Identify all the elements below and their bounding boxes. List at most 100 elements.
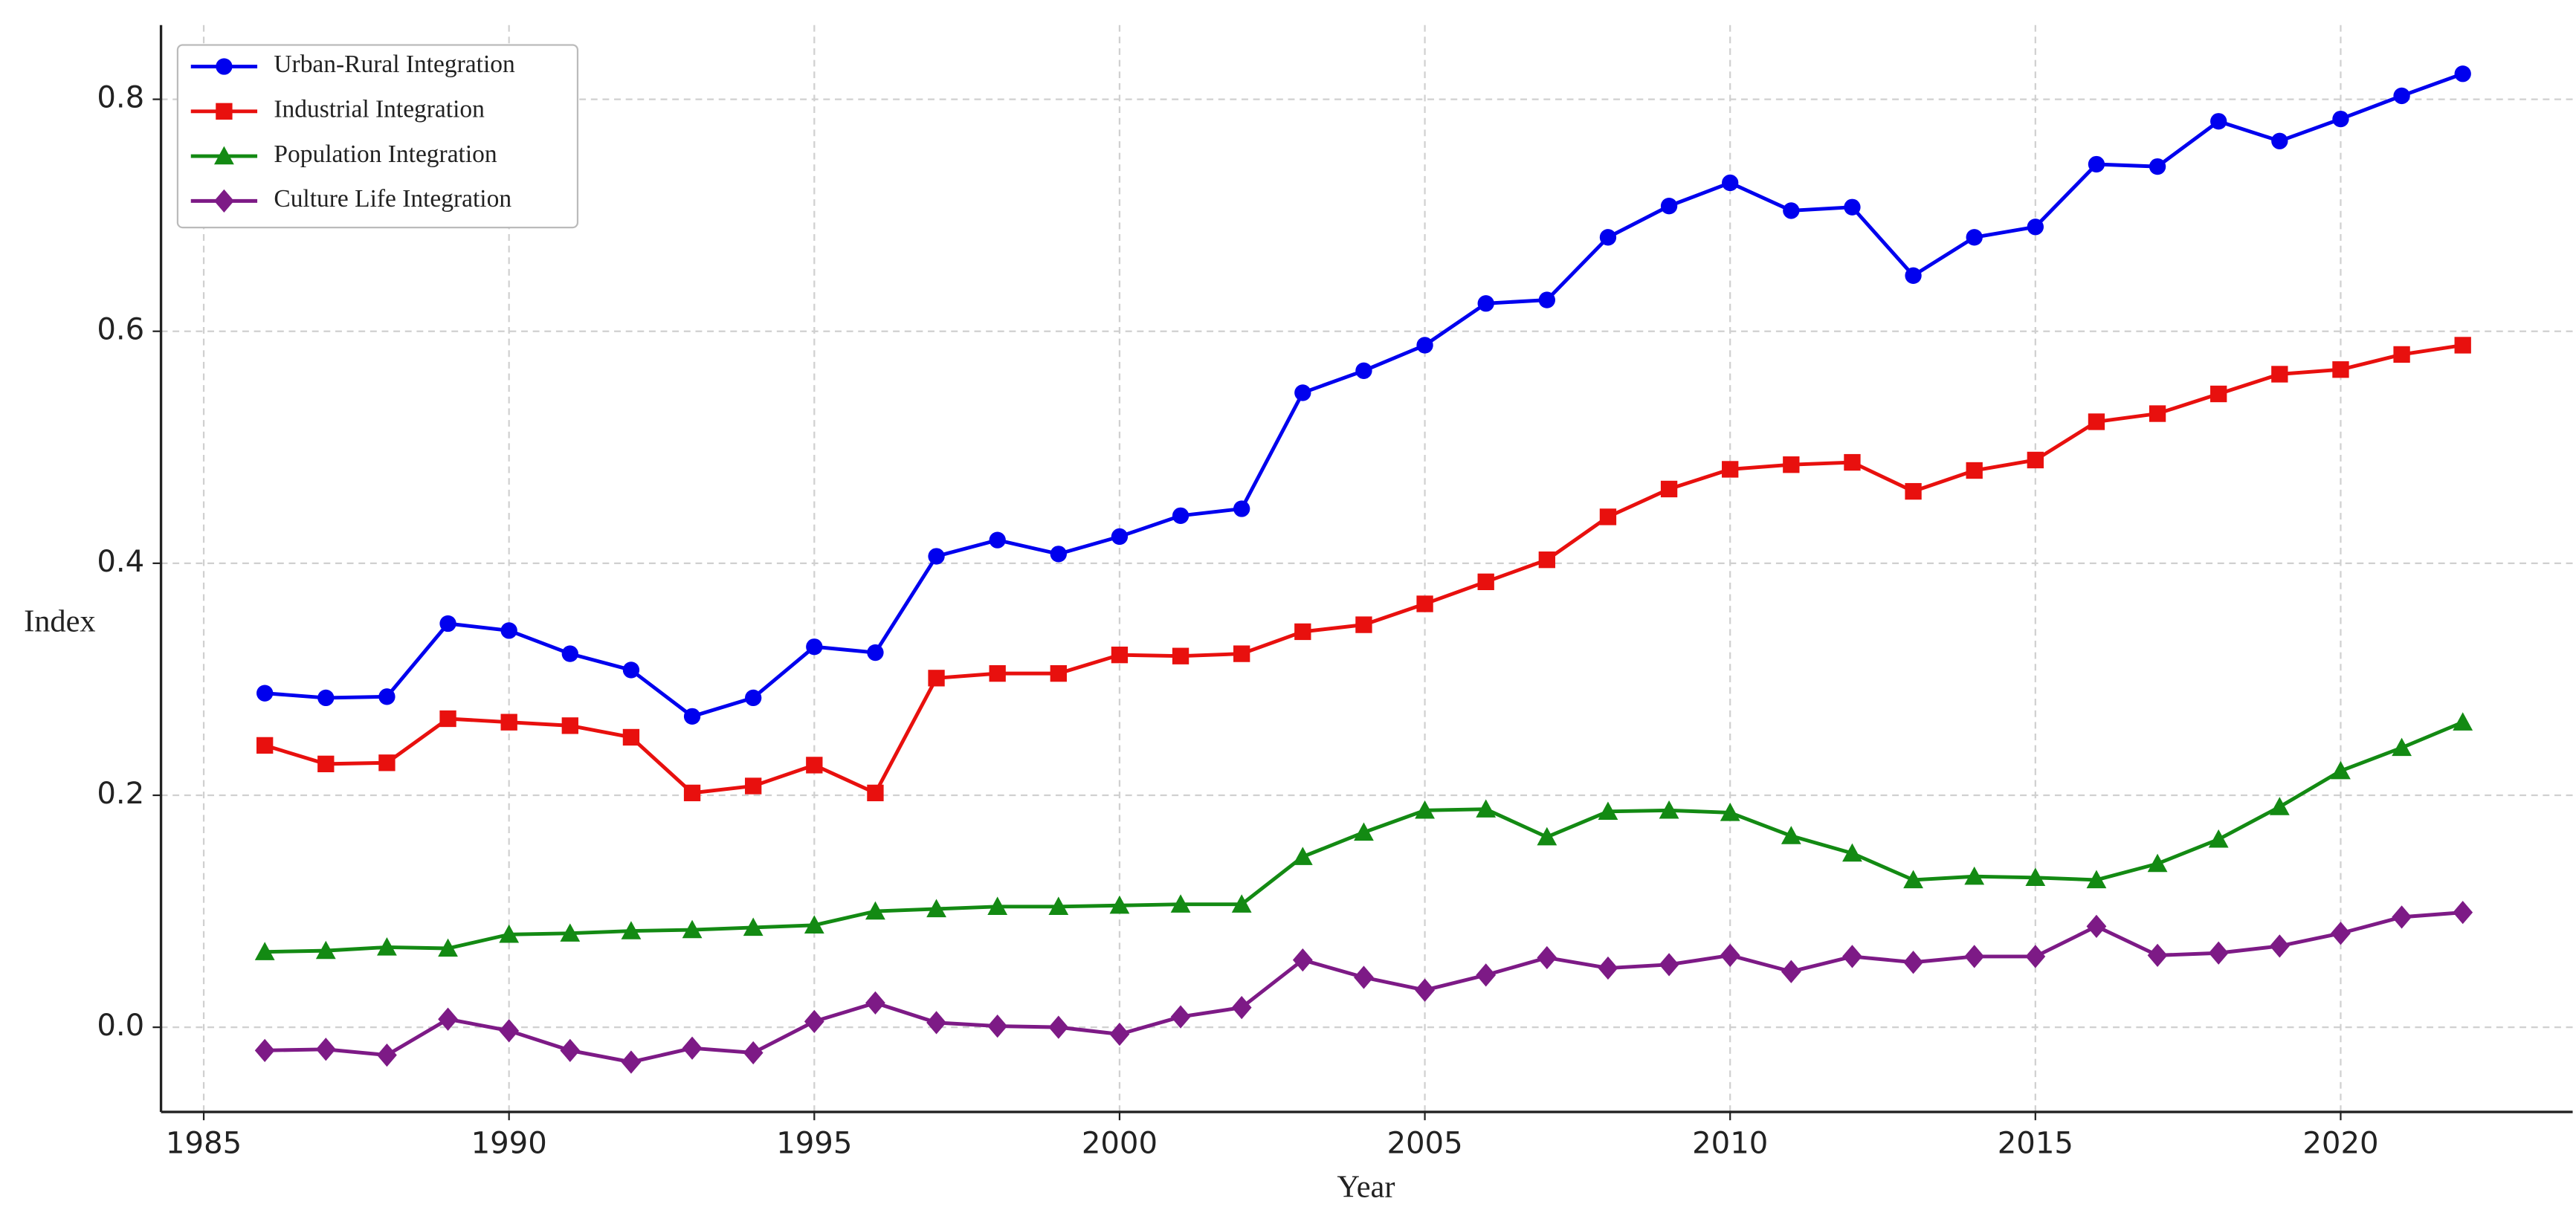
marker <box>2393 87 2410 105</box>
marker <box>1416 337 1433 354</box>
marker <box>1842 843 1862 862</box>
marker <box>561 645 578 662</box>
marker <box>2393 346 2410 363</box>
marker <box>1415 978 1435 1002</box>
marker <box>2269 934 2290 958</box>
marker <box>804 1009 824 1033</box>
marker <box>2271 366 2288 383</box>
marker <box>1476 963 1497 987</box>
marker <box>989 664 1006 682</box>
marker <box>987 1014 1008 1038</box>
marker <box>1354 965 1374 989</box>
marker <box>867 644 884 661</box>
marker <box>1048 1015 1069 1039</box>
x-tick-label: 2000 <box>1082 1127 1158 1161</box>
marker <box>1294 623 1311 641</box>
marker <box>2025 867 2046 886</box>
marker <box>2027 219 2044 236</box>
marker <box>2147 853 2168 873</box>
marker <box>1109 895 1130 914</box>
marker <box>1905 267 1922 284</box>
marker <box>214 146 234 165</box>
marker <box>1598 956 1618 980</box>
marker <box>499 1019 520 1043</box>
marker <box>1048 896 1069 915</box>
y-tick-label: 0.4 <box>97 545 144 579</box>
marker <box>500 714 517 731</box>
marker <box>1476 799 1497 818</box>
marker <box>500 622 517 639</box>
marker <box>1599 508 1617 525</box>
legend-box <box>176 44 579 229</box>
marker <box>865 991 885 1015</box>
marker <box>804 915 824 934</box>
y-tick-label: 0.2 <box>97 777 144 811</box>
marker <box>745 777 762 795</box>
marker <box>1170 894 1191 913</box>
marker <box>1109 1022 1130 1046</box>
marker <box>1170 1005 1191 1029</box>
marker <box>806 638 823 656</box>
marker <box>560 1038 581 1062</box>
marker <box>377 1043 397 1067</box>
marker <box>561 717 578 734</box>
marker <box>439 710 456 728</box>
marker <box>2086 914 2107 938</box>
marker <box>1599 229 1617 246</box>
marker <box>1905 482 1922 500</box>
marker <box>216 58 233 75</box>
marker <box>621 921 642 939</box>
legend-label: Industrial Integration <box>274 95 485 123</box>
marker <box>622 661 640 679</box>
marker <box>2392 737 2412 757</box>
marker <box>1903 870 1923 889</box>
marker <box>2210 113 2227 130</box>
marker <box>1964 945 1985 968</box>
marker <box>621 1050 642 1074</box>
marker <box>1354 822 1374 841</box>
marker <box>683 784 701 802</box>
marker <box>1292 948 1313 972</box>
series-line <box>264 343 2464 796</box>
marker <box>2208 941 2229 965</box>
marker <box>2088 413 2105 430</box>
marker <box>1231 894 1252 913</box>
marker <box>1172 647 1189 664</box>
marker <box>2332 361 2349 378</box>
marker <box>1966 229 1983 246</box>
marker <box>1537 945 1557 970</box>
marker <box>806 757 823 774</box>
marker <box>1660 198 1678 215</box>
marker <box>256 737 274 754</box>
marker <box>439 615 456 632</box>
marker <box>256 685 274 702</box>
marker <box>216 103 233 120</box>
marker <box>1720 803 1740 821</box>
marker <box>1538 291 1555 308</box>
marker <box>2027 451 2044 469</box>
marker <box>1659 800 1679 819</box>
marker <box>2088 155 2105 173</box>
marker <box>1538 551 1555 569</box>
marker <box>622 728 640 746</box>
x-tick-label: 1995 <box>776 1127 852 1161</box>
marker <box>1477 573 1494 590</box>
marker <box>317 755 335 773</box>
marker <box>745 689 762 707</box>
marker <box>2208 829 2229 848</box>
marker <box>989 531 1006 549</box>
marker <box>254 1038 275 1062</box>
y-tick-label: 0.0 <box>97 1009 144 1043</box>
marker <box>1537 826 1557 846</box>
marker <box>928 548 945 565</box>
marker <box>1050 546 1067 563</box>
marker <box>1966 462 1983 479</box>
marker <box>315 940 336 960</box>
marker <box>438 938 458 957</box>
marker <box>1292 847 1313 865</box>
marker <box>1783 456 1800 473</box>
marker <box>2149 158 2166 175</box>
marker <box>1720 943 1740 967</box>
marker <box>683 708 701 725</box>
